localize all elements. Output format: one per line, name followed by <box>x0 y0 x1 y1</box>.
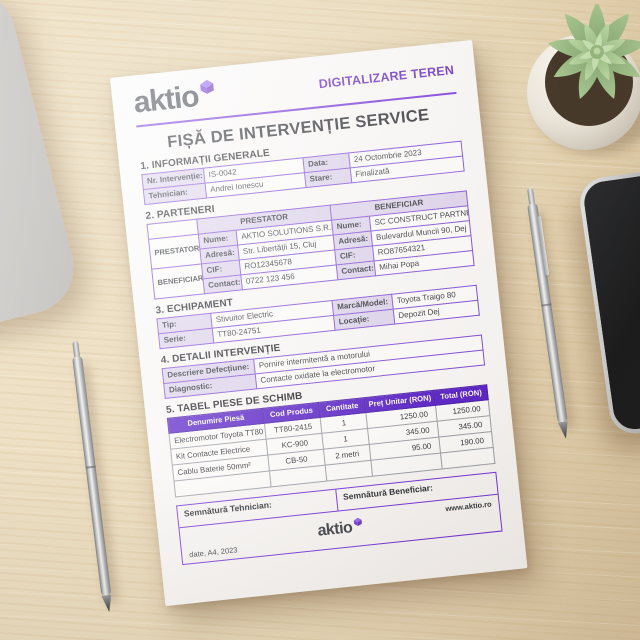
footer-website: www.aktio.ro <box>445 499 493 514</box>
smartphone <box>577 162 640 437</box>
laptop-corner <box>0 0 84 382</box>
field-label: Contact: <box>336 260 376 280</box>
brand-logo: aktio <box>132 79 218 120</box>
row-group-label: BENEFICIAR <box>151 263 205 300</box>
signature-footer: Semnătură Tehnician: Semnătură Beneficia… <box>176 472 503 566</box>
pen <box>72 355 112 597</box>
brand-logo-text: aktio <box>316 519 354 541</box>
footer-brand-logo: aktio <box>317 518 364 541</box>
succulent-plant <box>527 4 640 154</box>
cube-arrow-icon <box>200 79 214 94</box>
pen <box>527 202 568 424</box>
service-form-paper: aktio DIGITALIZARE TEREN FIȘĂ DE INTERVE… <box>110 39 528 607</box>
brand-logo-text: aktio <box>132 79 201 120</box>
table-cell <box>325 460 373 482</box>
cube-arrow-icon <box>353 518 362 527</box>
document-header: aktio DIGITALIZARE TEREN <box>132 55 455 120</box>
brand-tagline: DIGITALIZARE TEREN <box>318 63 455 92</box>
pen-clip <box>536 215 549 276</box>
field-label: Contact: <box>203 274 243 294</box>
footer-date-note: date, A4, 2023 <box>188 545 238 560</box>
phone-screen <box>581 167 640 432</box>
leaf-rosette <box>547 4 640 99</box>
